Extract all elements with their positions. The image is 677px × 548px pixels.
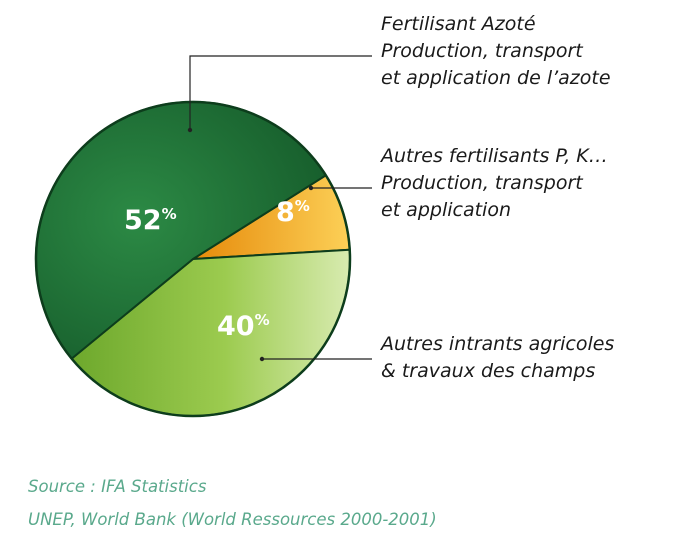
leader-dot-intrants <box>259 356 265 362</box>
leader-line-azote <box>189 55 372 130</box>
label-azote-line-3: et application de l’azote <box>381 67 611 89</box>
label-azote-line-1: Fertilisant Azoté <box>381 13 536 35</box>
label-pk: Autres fertilisants P, K… Production, tr… <box>379 145 614 221</box>
pie-slices <box>34 100 352 418</box>
label-intrants-line-2: & travaux des champs <box>381 360 595 382</box>
label-pk-line-2: Production, transport <box>381 172 584 194</box>
label-intrants: Autres intrants agricoles & travaux des … <box>379 333 620 382</box>
label-intrants-line-1: Autres intrants agricoles <box>379 333 614 355</box>
source-line-2: UNEP, World Bank (World Ressources 2000-… <box>28 510 437 529</box>
leader-dot-azote <box>187 127 193 133</box>
label-pk-line-1: Autres fertilisants P, K… <box>379 145 608 167</box>
leader-dot-pk <box>308 185 314 191</box>
pie-outline <box>34 100 352 418</box>
slice-value-label-52: 52% <box>124 205 177 236</box>
source-line-1: Source : IFA Statistics <box>28 477 207 496</box>
slice-value-label-40: 40% <box>217 311 270 342</box>
slice-value-label-8: 8% <box>276 197 310 228</box>
label-azote: Fertilisant Azoté Production, transport … <box>381 13 611 89</box>
label-pk-line-3: et application <box>381 199 511 221</box>
label-azote-line-2: Production, transport <box>381 40 584 62</box>
